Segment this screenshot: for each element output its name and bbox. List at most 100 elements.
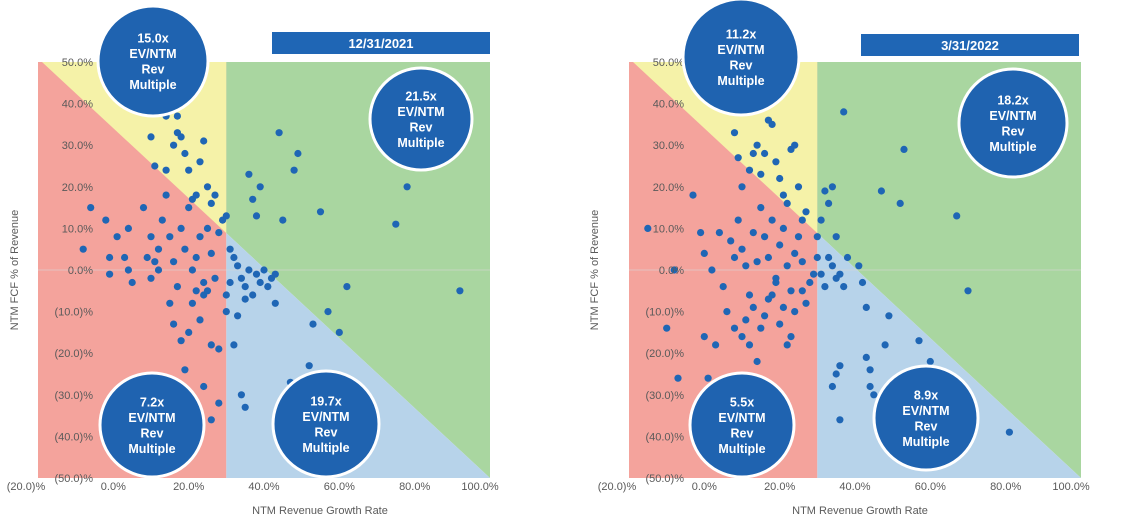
multiple-bubble-circle: [681, 0, 801, 117]
data-point: [787, 333, 795, 341]
data-point: [237, 274, 245, 282]
multiple-bubble-circle: [872, 364, 980, 472]
data-point: [290, 166, 298, 174]
y-tick-label: 50.0%: [62, 57, 93, 69]
multiple-label-line: EV/NTM: [902, 404, 949, 418]
data-point: [810, 270, 818, 278]
data-point: [779, 224, 788, 232]
data-point: [185, 328, 193, 336]
data-point: [779, 191, 788, 199]
data-point: [727, 237, 735, 245]
data-point: [230, 253, 238, 262]
multiple-bubble-circle: [271, 369, 381, 479]
chart-panel-1: 50.0% 40.0% 30.0% 20.0% 10.0% 0.0% (10.0)% (20.…: [7, 4, 499, 517]
multiple-label-line: Multiple: [397, 136, 444, 150]
multiple-label-line: Rev: [315, 425, 338, 439]
data-point: [456, 287, 464, 295]
data-point: [215, 345, 223, 353]
data-point: [392, 220, 400, 228]
data-point: [151, 162, 159, 170]
y-tick-label: 20.0%: [62, 182, 93, 194]
data-point: [817, 216, 825, 224]
data-point: [162, 191, 170, 199]
data-point: [196, 158, 204, 166]
data-point: [252, 270, 261, 278]
data-point: [147, 274, 155, 282]
data-point: [674, 374, 682, 382]
data-point: [222, 212, 230, 220]
y-tick-label: (30.0)%: [54, 390, 93, 402]
data-point: [832, 233, 840, 241]
data-point: [226, 278, 234, 287]
data-point: [241, 283, 249, 291]
data-point: [200, 137, 208, 145]
data-point: [896, 199, 904, 207]
multiple-label-line: 11.2x: [726, 27, 757, 41]
data-point: [670, 266, 678, 274]
data-point: [764, 253, 773, 262]
x-tick-label: 40.0%: [839, 481, 870, 493]
data-point: [817, 270, 825, 278]
data-point: [712, 341, 720, 349]
data-point: [734, 154, 742, 162]
data-point: [704, 374, 712, 382]
data-point: [102, 216, 110, 224]
data-point: [249, 195, 257, 203]
data-point: [260, 266, 268, 274]
data-point: [813, 253, 821, 262]
x-tick-label: 100.0%: [1052, 481, 1090, 493]
data-point: [734, 216, 742, 224]
data-point: [192, 253, 200, 262]
data-point: [738, 245, 746, 253]
x-tick-label: 80.0%: [399, 481, 430, 493]
data-point: [855, 262, 863, 270]
data-point: [772, 158, 780, 166]
data-point: [828, 262, 837, 270]
data-point: [776, 320, 784, 328]
data-point: [870, 391, 878, 399]
data-point: [113, 233, 121, 241]
x-tick-label: 20.0%: [764, 481, 795, 493]
data-point: [689, 191, 697, 199]
data-point: [271, 299, 279, 307]
data-point: [279, 216, 287, 224]
data-point: [798, 258, 806, 266]
x-axis-label: NTM Revenue Growth Rate: [792, 505, 928, 517]
multiple-bubble-circle: [96, 4, 210, 118]
data-point: [207, 416, 215, 424]
data-point: [124, 266, 132, 274]
multiple-label-line: Rev: [142, 62, 165, 76]
multiple-label-line: Rev: [410, 120, 433, 134]
data-point: [791, 308, 799, 316]
data-point: [173, 112, 181, 120]
data-point: [749, 149, 757, 158]
data-point: [343, 283, 351, 291]
data-point: [185, 166, 193, 174]
data-point: [730, 253, 739, 262]
multiple-label-line: Multiple: [302, 441, 349, 455]
data-point: [730, 129, 739, 137]
data-point: [745, 291, 754, 299]
data-point: [177, 224, 185, 232]
data-point: [745, 341, 754, 349]
multiple-label-line: Multiple: [718, 442, 765, 456]
data-point: [719, 283, 727, 291]
data-point: [181, 366, 189, 374]
data-point: [821, 283, 829, 291]
chart-panel-2: 50.0% 40.0% 30.0% 20.0% 10.0% 0.0% (10.0)% (20.…: [589, 0, 1090, 517]
x-tick-label: 80.0%: [990, 481, 1021, 493]
data-point: [738, 333, 746, 341]
data-point: [121, 253, 129, 262]
multiple-bubble-circle: [368, 66, 474, 172]
data-point: [794, 233, 803, 241]
data-point: [234, 312, 242, 320]
data-point: [154, 245, 163, 253]
data-point: [324, 308, 332, 316]
data-point: [877, 187, 886, 195]
y-tick-label: 30.0%: [653, 140, 684, 152]
data-point: [761, 149, 769, 158]
data-point: [106, 270, 114, 278]
data-point: [866, 382, 874, 391]
